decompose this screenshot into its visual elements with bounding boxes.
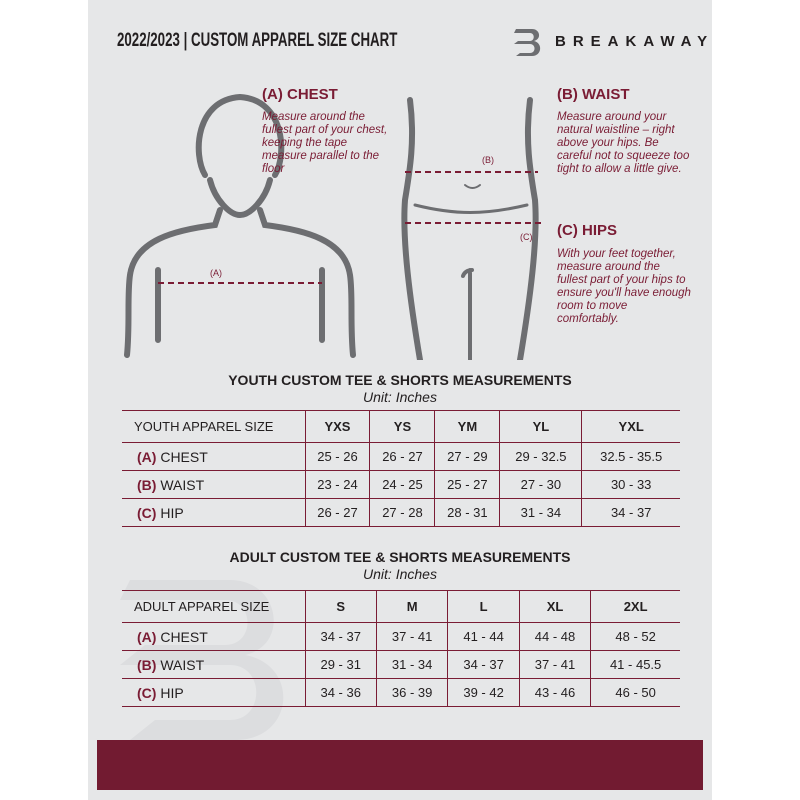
marker-a: (A) xyxy=(210,268,222,278)
table-header-row: YOUTH APPAREL SIZE YXS YS YM YL YXL xyxy=(122,410,680,443)
marker-b: (B) xyxy=(482,155,494,165)
breakaway-logo-icon xyxy=(514,29,541,56)
row-name: HIP xyxy=(160,684,184,701)
hips-heading: (C) HIPS xyxy=(557,222,617,239)
size-header: YXS xyxy=(304,410,370,443)
table-row: (B) WAIST 29 - 31 31 - 34 34 - 37 37 - 41 41 … xyxy=(122,650,680,679)
adult-unit: Unit: Inches xyxy=(363,566,437,582)
cell: 39 - 42 xyxy=(447,678,520,707)
cell: 41 - 45.5 xyxy=(590,650,680,679)
cell: 37 - 41 xyxy=(518,650,591,679)
table-row: (C) HIP 34 - 36 36 - 39 39 - 42 43 - 46 46 - … xyxy=(122,678,680,707)
cell: 46 - 50 xyxy=(590,678,680,707)
marker-c: (C) xyxy=(520,232,533,242)
row-label: (B) WAIST xyxy=(122,470,305,499)
row-letter: (A) xyxy=(137,628,157,645)
youth-table-title: YOUTH CUSTOM TEE & SHORTS MEASUREMENTS xyxy=(228,372,572,388)
corner-label: ADULT APPAREL SIZE xyxy=(122,590,305,623)
cell: 23 - 24 xyxy=(304,470,370,499)
upper-body-silhouette-icon xyxy=(124,93,356,358)
cell: 25 - 26 xyxy=(304,442,370,471)
row-name: WAIST xyxy=(160,656,205,673)
row-letter: (C) xyxy=(137,684,157,701)
cell: 44 - 48 xyxy=(518,622,591,651)
cell: 31 - 34 xyxy=(375,650,448,679)
size-header: YXL xyxy=(581,410,680,443)
cell: 34 - 36 xyxy=(304,678,377,707)
cell: 37 - 41 xyxy=(375,622,448,651)
cell: 28 - 31 xyxy=(434,498,500,527)
cell: 43 - 46 xyxy=(518,678,591,707)
cell: 48 - 52 xyxy=(590,622,680,651)
row-name: CHEST xyxy=(160,448,208,465)
lower-body-silhouette-icon xyxy=(401,97,539,360)
cell: 30 - 33 xyxy=(581,470,680,499)
row-name: CHEST xyxy=(160,628,208,645)
size-header: YS xyxy=(369,410,435,443)
cell: 27 - 28 xyxy=(369,498,435,527)
youth-unit: Unit: Inches xyxy=(363,389,437,405)
row-letter: (C) xyxy=(137,504,157,521)
row-letter: (A) xyxy=(137,448,157,465)
size-header: YL xyxy=(499,410,582,443)
table-row: (C) HIP 26 - 27 27 - 28 28 - 31 31 - 34 34 - … xyxy=(122,498,680,527)
hips-instructions: With your feet together, measure around … xyxy=(557,248,691,325)
table-row: (A) CHEST 34 - 37 37 - 41 41 - 44 44 - 48 48 … xyxy=(122,622,680,651)
adult-table-title: ADULT CUSTOM TEE & SHORTS MEASUREMENTS xyxy=(229,549,571,565)
size-header: M xyxy=(375,590,448,623)
row-name: WAIST xyxy=(160,476,205,493)
cell: 29 - 31 xyxy=(304,650,377,679)
cell: 26 - 27 xyxy=(304,498,370,527)
row-label: (C) HIP xyxy=(122,498,305,527)
corner-label: YOUTH APPAREL SIZE xyxy=(122,410,305,443)
size-header: S xyxy=(304,590,377,623)
footer-band xyxy=(97,740,703,790)
cell: 34 - 37 xyxy=(304,622,377,651)
cell: 26 - 27 xyxy=(369,442,435,471)
cell: 36 - 39 xyxy=(375,678,448,707)
cell: 32.5 - 35.5 xyxy=(581,442,680,471)
cell: 31 - 34 xyxy=(499,498,582,527)
size-header: XL xyxy=(518,590,591,623)
cell: 34 - 37 xyxy=(581,498,680,527)
cell: 24 - 25 xyxy=(369,470,435,499)
adult-size-table: ADULT APPAREL SIZE S M L XL 2XL (A) CHES… xyxy=(122,590,680,707)
cell: 25 - 27 xyxy=(434,470,500,499)
row-letter: (B) xyxy=(137,476,157,493)
size-header: 2XL xyxy=(590,590,680,623)
row-label: (A) CHEST xyxy=(122,622,305,651)
row-letter: (B) xyxy=(137,656,157,673)
waist-heading: (B) WAIST xyxy=(557,86,630,103)
table-row: (B) WAIST 23 - 24 24 - 25 25 - 27 27 - 30 30 … xyxy=(122,470,680,499)
table-header-row: ADULT APPAREL SIZE S M L XL 2XL xyxy=(122,590,680,623)
page-title: 2022/2023 | CUSTOM APPAREL SIZE CHART xyxy=(117,30,398,51)
youth-size-table: YOUTH APPAREL SIZE YXS YS YM YL YXL (A) … xyxy=(122,410,680,527)
row-label: (A) CHEST xyxy=(122,442,305,471)
size-header: L xyxy=(447,590,520,623)
cell: 29 - 32.5 xyxy=(499,442,582,471)
cell: 27 - 30 xyxy=(499,470,582,499)
size-header: YM xyxy=(434,410,500,443)
cell: 34 - 37 xyxy=(447,650,520,679)
waist-instructions: Measure around your natural waistline – … xyxy=(557,111,690,175)
body-diagrams: (A) (B) (C) xyxy=(124,93,542,360)
row-label: (B) WAIST xyxy=(122,650,305,679)
chest-heading: (A) CHEST xyxy=(262,86,338,103)
table-row: (A) CHEST 25 - 26 26 - 27 27 - 29 29 - 32.5 3… xyxy=(122,442,680,471)
cell: 27 - 29 xyxy=(434,442,500,471)
brand-name: BREAKAWAY xyxy=(555,33,715,50)
cell: 41 - 44 xyxy=(447,622,520,651)
row-label: (C) HIP xyxy=(122,678,305,707)
row-name: HIP xyxy=(160,504,184,521)
chest-instructions: Measure around the fullest part of your … xyxy=(262,111,388,175)
